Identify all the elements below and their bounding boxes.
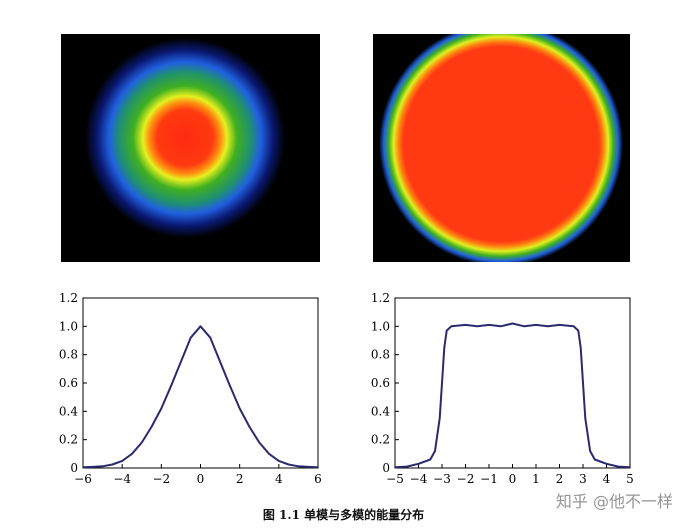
single-xtick-label: 6 (314, 472, 322, 486)
multi-profile-point (584, 417, 587, 420)
figure-caption: 图 1.1 单模与多模的能量分布 (262, 508, 425, 522)
multi-profile-line (394, 322, 631, 469)
multi-profile-point (546, 325, 549, 328)
single-profile-line (82, 325, 319, 469)
single-profile-point (287, 463, 290, 466)
multi-xtick-label: 3 (579, 472, 587, 486)
single-profile-point (131, 453, 133, 455)
single-profile-point (238, 407, 241, 410)
single-profile-point (307, 466, 310, 468)
multi-profile-point (434, 450, 436, 452)
single-xtick-label: 0 (197, 472, 205, 486)
single-axes-frame (82, 297, 319, 469)
multi-profile-point (617, 465, 620, 468)
multi-profile-point (629, 466, 631, 469)
single-ytick-label: 0.8 (59, 348, 78, 362)
multi-ytick-label: 0 (382, 461, 390, 475)
single-ytick-label: 0 (70, 461, 78, 475)
single-xtick-label: 2 (236, 472, 244, 486)
multi-ytick-label: 0.2 (371, 433, 390, 447)
multi-profile-point (535, 324, 537, 326)
single-ytick-label: 0.2 (59, 433, 78, 447)
single-profile-point (278, 460, 280, 462)
multi-xtick-label: 4 (603, 472, 611, 486)
multi-xtick-label: −2 (457, 472, 475, 486)
single-profile-point (121, 460, 123, 462)
multi-profile-point (523, 325, 526, 328)
single-profile-point (297, 465, 300, 468)
multi-profile-point (589, 450, 591, 452)
single-profile-point (317, 466, 319, 469)
multi-profile-point (558, 324, 561, 326)
multi-profile-point (417, 462, 420, 465)
single-profile-point (82, 466, 84, 469)
multi-xtick-label: 5 (626, 472, 634, 486)
multi-xtick-label: −3 (433, 472, 451, 486)
multi-xtick-label: −5 (386, 472, 404, 486)
single-xtick-label: −6 (74, 472, 92, 486)
multi-profile-point (511, 322, 514, 325)
watermark: 知乎 @他不一样 (555, 492, 673, 511)
multi-profile-point (582, 382, 584, 384)
multi-xtick-label: 1 (532, 472, 540, 486)
single-profile-point (140, 441, 143, 444)
multi-mode-beam-spot (379, 34, 623, 262)
single-profile-point (170, 385, 172, 387)
single-profile-point (258, 441, 261, 444)
multi-profile-point (476, 325, 479, 328)
single-ytick-label: 1.0 (59, 319, 78, 333)
multi-profile-point (572, 325, 575, 328)
multi-xtick-label: 0 (509, 472, 517, 486)
multi-xtick-label: −1 (480, 472, 498, 486)
multi-profile-point (450, 325, 453, 328)
single-xtick-label: 4 (275, 472, 283, 486)
multi-mode-profile-plot: 0 0.2 0.4 0.6 0.8 1.0 1.2 −5 −4 −3 −2 −1 0 1 2 3 4 5 (352, 288, 652, 488)
single-mode-beam-spot (85, 38, 285, 238)
single-profile-point (101, 465, 104, 468)
single-ytick-label: 1.2 (59, 291, 78, 305)
multi-profile-point (394, 466, 396, 469)
single-ytick-label: 0.6 (59, 376, 78, 390)
multi-profile-point (579, 346, 582, 349)
single-xtick-label: −4 (113, 472, 131, 486)
multi-ytick-label: 1.0 (371, 319, 390, 333)
single-profile-point (209, 336, 212, 339)
single-ytick-label: 0.4 (59, 404, 78, 418)
multi-profile-point (405, 465, 408, 468)
multi-xtick-label: −4 (410, 472, 428, 486)
multi-profile-point (438, 417, 441, 420)
multi-profile-point (499, 325, 502, 328)
multi-profile-point (443, 346, 446, 349)
multi-profile-point (429, 458, 432, 461)
single-profile-point (268, 453, 270, 455)
single-profile-point (150, 426, 153, 428)
multi-profile-point (464, 324, 467, 326)
single-profile-point (189, 336, 192, 339)
single-profile-point (248, 426, 251, 428)
single-profile-point (219, 360, 221, 363)
multi-mode-beam-image (373, 34, 630, 262)
multi-profile-point (577, 329, 580, 332)
multi-xtick-label: 2 (556, 472, 564, 486)
single-mode-profile-plot: 0 0.2 0.4 0.6 0.8 1.0 1.2 −6 −4 −2 0 2 4 6 (40, 288, 340, 488)
single-profile-point (199, 325, 202, 328)
single-profile-point (111, 463, 114, 466)
single-profile-point (160, 407, 163, 410)
single-profile-point (180, 360, 182, 363)
single-profile-point (229, 385, 231, 387)
multi-profile-point (445, 329, 448, 332)
multi-ytick-label: 0.8 (371, 348, 390, 362)
single-mode-beam-image (61, 34, 320, 262)
multi-profile-point (605, 462, 608, 465)
multi-ytick-label: 1.2 (371, 291, 390, 305)
multi-ytick-label: 0.6 (371, 376, 390, 390)
single-xtick-label: −2 (152, 472, 170, 486)
single-profile-point (91, 466, 94, 468)
multi-profile-point (441, 382, 443, 384)
multi-profile-point (593, 458, 596, 461)
multi-ytick-label: 0.4 (371, 404, 390, 418)
multi-profile-point (488, 324, 490, 326)
